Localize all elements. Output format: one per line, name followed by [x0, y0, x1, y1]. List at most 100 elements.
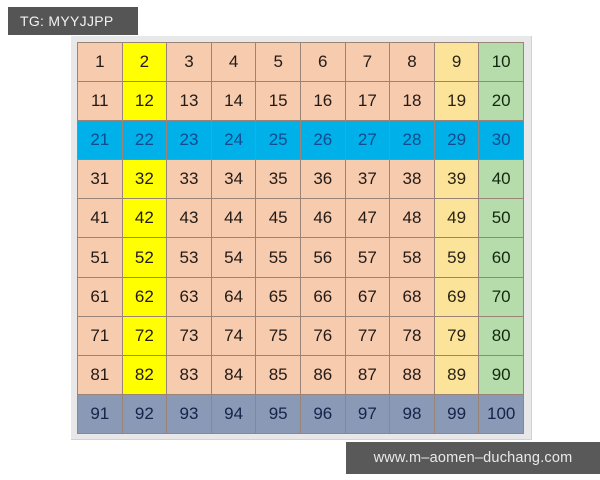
grid-cell[interactable]: 48 — [390, 199, 434, 238]
grid-cell[interactable]: 6 — [300, 43, 345, 82]
grid-cell[interactable]: 16 — [300, 82, 345, 121]
grid-cell[interactable]: 89 — [434, 355, 479, 394]
grid-cell[interactable]: 44 — [211, 199, 256, 238]
grid-cell[interactable]: 41 — [78, 199, 122, 238]
grid-cell[interactable]: 90 — [479, 355, 523, 394]
grid-cell[interactable]: 87 — [345, 355, 390, 394]
grid-cell[interactable]: 36 — [300, 160, 345, 199]
grid-cell[interactable]: 97 — [345, 394, 390, 433]
grid-cell[interactable]: 24 — [211, 121, 256, 160]
grid-cell[interactable]: 10 — [479, 43, 523, 82]
grid-cell[interactable]: 56 — [300, 238, 345, 277]
grid-cell[interactable]: 46 — [300, 199, 345, 238]
grid-cell[interactable]: 2 — [122, 43, 167, 82]
grid-cell[interactable]: 19 — [434, 82, 479, 121]
grid-cell[interactable]: 78 — [390, 316, 434, 355]
grid-cell[interactable]: 40 — [479, 160, 523, 199]
grid-cell[interactable]: 67 — [345, 277, 390, 316]
grid-cell[interactable]: 34 — [211, 160, 256, 199]
grid-cell[interactable]: 79 — [434, 316, 479, 355]
grid-cell[interactable]: 11 — [78, 82, 122, 121]
grid-cell[interactable]: 65 — [256, 277, 300, 316]
grid-cell[interactable]: 73 — [167, 316, 211, 355]
grid-cell[interactable]: 17 — [345, 82, 390, 121]
grid-cell[interactable]: 22 — [122, 121, 167, 160]
grid-cell[interactable]: 15 — [256, 82, 300, 121]
grid-cell[interactable]: 53 — [167, 238, 211, 277]
grid-cell[interactable]: 23 — [167, 121, 211, 160]
grid-cell[interactable]: 8 — [390, 43, 434, 82]
grid-cell[interactable]: 29 — [434, 121, 479, 160]
grid-cell[interactable]: 27 — [345, 121, 390, 160]
grid-cell[interactable]: 14 — [211, 82, 256, 121]
grid-cell[interactable]: 3 — [167, 43, 211, 82]
grid-cell[interactable]: 59 — [434, 238, 479, 277]
grid-cell[interactable]: 62 — [122, 277, 167, 316]
grid-cell[interactable]: 95 — [256, 394, 300, 433]
grid-cell[interactable]: 75 — [256, 316, 300, 355]
grid-cell[interactable]: 74 — [211, 316, 256, 355]
grid-cell[interactable]: 32 — [122, 160, 167, 199]
grid-cell[interactable]: 71 — [78, 316, 122, 355]
grid-cell[interactable]: 12 — [122, 82, 167, 121]
grid-cell[interactable]: 37 — [345, 160, 390, 199]
grid-cell[interactable]: 68 — [390, 277, 434, 316]
grid-cell[interactable]: 69 — [434, 277, 479, 316]
grid-cell[interactable]: 92 — [122, 394, 167, 433]
grid-cell[interactable]: 64 — [211, 277, 256, 316]
grid-cell[interactable]: 47 — [345, 199, 390, 238]
grid-cell[interactable]: 38 — [390, 160, 434, 199]
grid-cell[interactable]: 91 — [78, 394, 122, 433]
grid-cell[interactable]: 51 — [78, 238, 122, 277]
grid-cell[interactable]: 58 — [390, 238, 434, 277]
grid-cell[interactable]: 43 — [167, 199, 211, 238]
grid-cell[interactable]: 94 — [211, 394, 256, 433]
grid-cell[interactable]: 45 — [256, 199, 300, 238]
grid-cell[interactable]: 26 — [300, 121, 345, 160]
grid-cell[interactable]: 20 — [479, 82, 523, 121]
grid-cell[interactable]: 83 — [167, 355, 211, 394]
grid-cell[interactable]: 1 — [78, 43, 122, 82]
grid-cell[interactable]: 55 — [256, 238, 300, 277]
grid-cell[interactable]: 49 — [434, 199, 479, 238]
grid-cell[interactable]: 84 — [211, 355, 256, 394]
grid-cell[interactable]: 57 — [345, 238, 390, 277]
grid-cell[interactable]: 63 — [167, 277, 211, 316]
grid-cell[interactable]: 100 — [479, 394, 523, 433]
grid-cell[interactable]: 82 — [122, 355, 167, 394]
grid-cell[interactable]: 28 — [390, 121, 434, 160]
grid-cell[interactable]: 33 — [167, 160, 211, 199]
grid-cell[interactable]: 88 — [390, 355, 434, 394]
grid-cell[interactable]: 70 — [479, 277, 523, 316]
grid-cell[interactable]: 66 — [300, 277, 345, 316]
grid-cell[interactable]: 76 — [300, 316, 345, 355]
grid-cell[interactable]: 99 — [434, 394, 479, 433]
grid-cell[interactable]: 86 — [300, 355, 345, 394]
grid-cell[interactable]: 21 — [78, 121, 122, 160]
grid-cell[interactable]: 85 — [256, 355, 300, 394]
grid-cell[interactable]: 60 — [479, 238, 523, 277]
grid-cell[interactable]: 61 — [78, 277, 122, 316]
grid-cell[interactable]: 52 — [122, 238, 167, 277]
grid-cell[interactable]: 50 — [479, 199, 523, 238]
grid-cell[interactable]: 77 — [345, 316, 390, 355]
grid-cell[interactable]: 7 — [345, 43, 390, 82]
grid-cell[interactable]: 98 — [390, 394, 434, 433]
grid-cell[interactable]: 72 — [122, 316, 167, 355]
grid-cell[interactable]: 9 — [434, 43, 479, 82]
grid-cell[interactable]: 18 — [390, 82, 434, 121]
grid-cell[interactable]: 13 — [167, 82, 211, 121]
grid-cell[interactable]: 80 — [479, 316, 523, 355]
grid-cell[interactable]: 39 — [434, 160, 479, 199]
grid-cell[interactable]: 81 — [78, 355, 122, 394]
grid-cell[interactable]: 30 — [479, 121, 523, 160]
grid-cell[interactable]: 93 — [167, 394, 211, 433]
grid-cell[interactable]: 5 — [256, 43, 300, 82]
grid-cell[interactable]: 96 — [300, 394, 345, 433]
grid-cell[interactable]: 4 — [211, 43, 256, 82]
grid-cell[interactable]: 35 — [256, 160, 300, 199]
grid-cell[interactable]: 25 — [256, 121, 300, 160]
grid-cell[interactable]: 31 — [78, 160, 122, 199]
grid-cell[interactable]: 54 — [211, 238, 256, 277]
grid-cell[interactable]: 42 — [122, 199, 167, 238]
